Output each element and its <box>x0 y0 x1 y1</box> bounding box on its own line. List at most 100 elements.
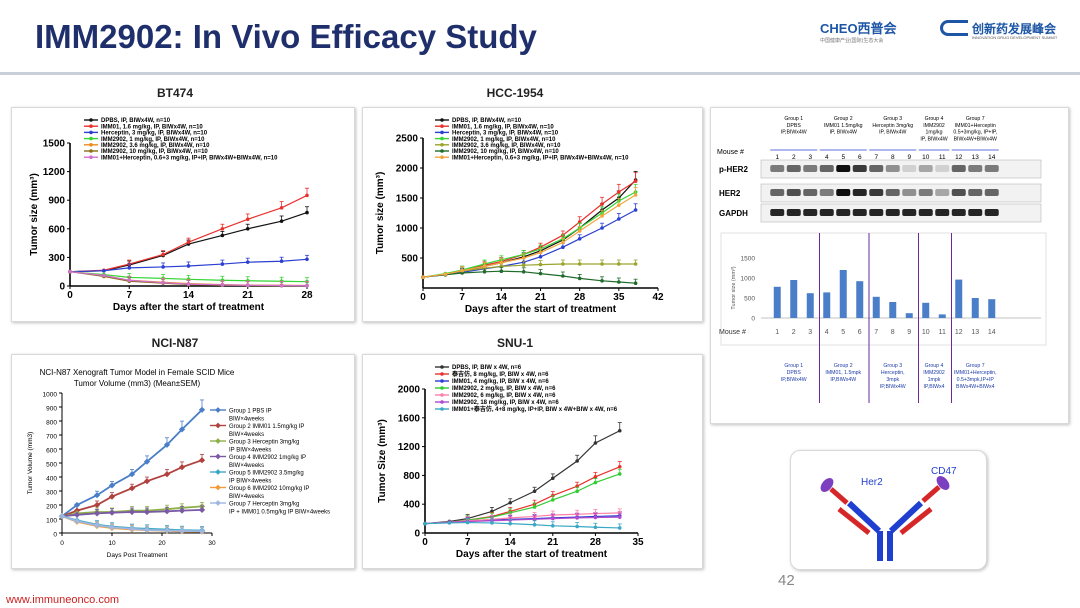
y-tick-label: 800 <box>403 471 420 482</box>
data-point <box>633 262 638 266</box>
chart-nci-n87: 0 100 200 300 400 500 600 700 800 900 1000 0 10 20 30 D… <box>27 368 330 559</box>
data-point <box>128 485 136 492</box>
data-point <box>245 283 250 288</box>
blot-mouse-number: 4 <box>825 154 829 161</box>
series-line <box>61 409 203 517</box>
y-tick-label: 700 <box>46 434 57 441</box>
data-point <box>198 506 206 514</box>
blot-group-label: Group 3 <box>883 116 902 122</box>
bar-category-label: 11 <box>939 329 946 336</box>
antibody-left-fab <box>829 487 849 505</box>
data-point <box>220 262 225 266</box>
data-point <box>245 260 250 264</box>
blot-group-label: Group 2 <box>834 116 853 122</box>
antibody-left-light <box>837 507 871 535</box>
legend-label: IMM01+Herceptin, 0.6+3 mg/kg, IP+IP, BIW… <box>101 155 278 161</box>
cheo-logo-subtext: 中国健康产业(国际)生态大会 <box>820 38 884 44</box>
y-tick-label: 400 <box>46 476 57 483</box>
blot-mouse-number: 1 <box>775 154 779 161</box>
legend-marker <box>89 130 93 135</box>
panel-nci-n87: 0 100 200 300 400 500 600 700 800 900 1000 0 10 20 30 D… <box>11 354 355 569</box>
blot-group-label: IP, BIWx4W <box>830 130 857 136</box>
blot-band <box>836 165 851 172</box>
y-tick-label: 1600 <box>398 413 421 424</box>
blot-band <box>852 165 867 172</box>
data-point <box>561 240 565 245</box>
legend-label: IMM01, 1.6 mg/kg, IP, BIWx4W, n=10 <box>101 124 203 130</box>
bar-group-label: Group 1 <box>784 363 803 369</box>
data-point <box>600 214 604 218</box>
blot-group-label: DPBS <box>787 123 802 129</box>
legend-label: Herceptin, 3 mg/kg, IP, BIWx4W, n=10 <box>101 131 208 137</box>
bar-group-label: Group 3 <box>883 363 902 369</box>
blot-mouse-number: 2 <box>792 154 796 161</box>
chart-hcc1954: 500 1000 1500 2000 2500 0 7 14 21 28 35 42 Days afte… <box>375 118 664 315</box>
bar-category-label: 8 <box>891 329 895 336</box>
data-point <box>532 522 537 527</box>
legend-label: 泰吉仿, 8 mg/kg, IP, BIW x 4W, n=6 <box>451 370 549 378</box>
data-point <box>532 489 537 494</box>
data-point <box>245 227 250 231</box>
bar <box>773 286 781 318</box>
blot-band <box>918 189 933 196</box>
series-line <box>424 466 620 525</box>
data-point <box>617 526 622 530</box>
data-point <box>508 500 512 505</box>
slide-title: IMM2902: In Vivo Efficacy Study <box>35 18 537 55</box>
blot-band <box>819 165 834 172</box>
y-tick-label: 0 <box>414 529 420 540</box>
chart-snu1: 0 400 800 1200 1600 2000 0 7 14 21 28 35 Days after … <box>377 365 644 560</box>
blot-band <box>968 189 983 196</box>
blot-group-label: Herceptin 3mg/kg <box>872 123 913 129</box>
bar-group-label: Group 4 <box>925 363 944 369</box>
cd47-binder-left-icon <box>820 478 834 492</box>
data-point <box>575 459 579 463</box>
y-tick-label: 2500 <box>396 134 419 145</box>
bar-category-label: 2 <box>792 329 796 336</box>
blot-band <box>836 209 851 216</box>
bar-category-label: 14 <box>988 329 996 336</box>
antibody-right-fab <box>921 485 941 503</box>
bar-group-label: IP,BIWx4W <box>830 377 856 383</box>
antibody-fc-right <box>887 531 893 561</box>
blot-band <box>951 209 966 216</box>
legend-marker <box>89 136 93 141</box>
x-axis-label: Days after the start of treatment <box>465 304 617 315</box>
data-point <box>102 273 106 278</box>
legend-marker <box>440 365 444 369</box>
bar-y-axis-label: Tumor size (mm³) <box>731 266 737 309</box>
bar <box>988 299 996 318</box>
blot-group-label: IMM01 1.5mg/kg <box>824 123 863 129</box>
legend-label: DPBS, IP, BIWx4W, n=10 <box>452 118 522 124</box>
blot-band <box>803 209 818 216</box>
antibody-fc-left <box>877 531 883 561</box>
chart-subtitle: NCI-N87 Xenograft Tumor Model in Female … <box>40 368 235 377</box>
blot-band <box>935 165 950 172</box>
data-point <box>499 269 504 273</box>
bar <box>790 280 798 318</box>
bar-group-label: Group 2 <box>834 363 853 369</box>
data-point <box>279 259 284 264</box>
legend-marker <box>440 393 444 397</box>
x-tick-label: 35 <box>613 292 625 303</box>
legend-label: IMM2902, 10 mg/kg, IP, BIWx4W, n=10 <box>452 149 559 155</box>
y-tick-label: 2000 <box>396 164 419 175</box>
bar-category-label: 4 <box>825 329 829 336</box>
data-point <box>593 515 598 520</box>
x-tick-label: 14 <box>505 537 517 548</box>
y-tick-label: 800 <box>46 420 57 427</box>
data-point <box>178 464 186 471</box>
data-point <box>551 524 555 528</box>
data-point <box>508 521 512 526</box>
panel-snu1: 0 400 800 1200 1600 2000 0 7 14 21 28 35 Days after … <box>362 354 703 569</box>
data-point <box>279 283 284 288</box>
footer-url[interactable]: www.immuneonco.com <box>6 594 120 606</box>
data-point <box>198 457 206 464</box>
series-line <box>424 430 621 525</box>
data-point <box>532 517 537 522</box>
summit-logo: 创新药发展峰会 INNOVATION DRUG DEVELOPMENT SUMM… <box>940 18 1065 42</box>
data-point <box>93 501 101 509</box>
legend-marker <box>215 469 221 475</box>
summit-logo-mark-icon <box>940 20 968 36</box>
legend-label: IMM2902, 3.6 mg/kg, IP, BIWx4W, n=10 <box>101 143 210 149</box>
